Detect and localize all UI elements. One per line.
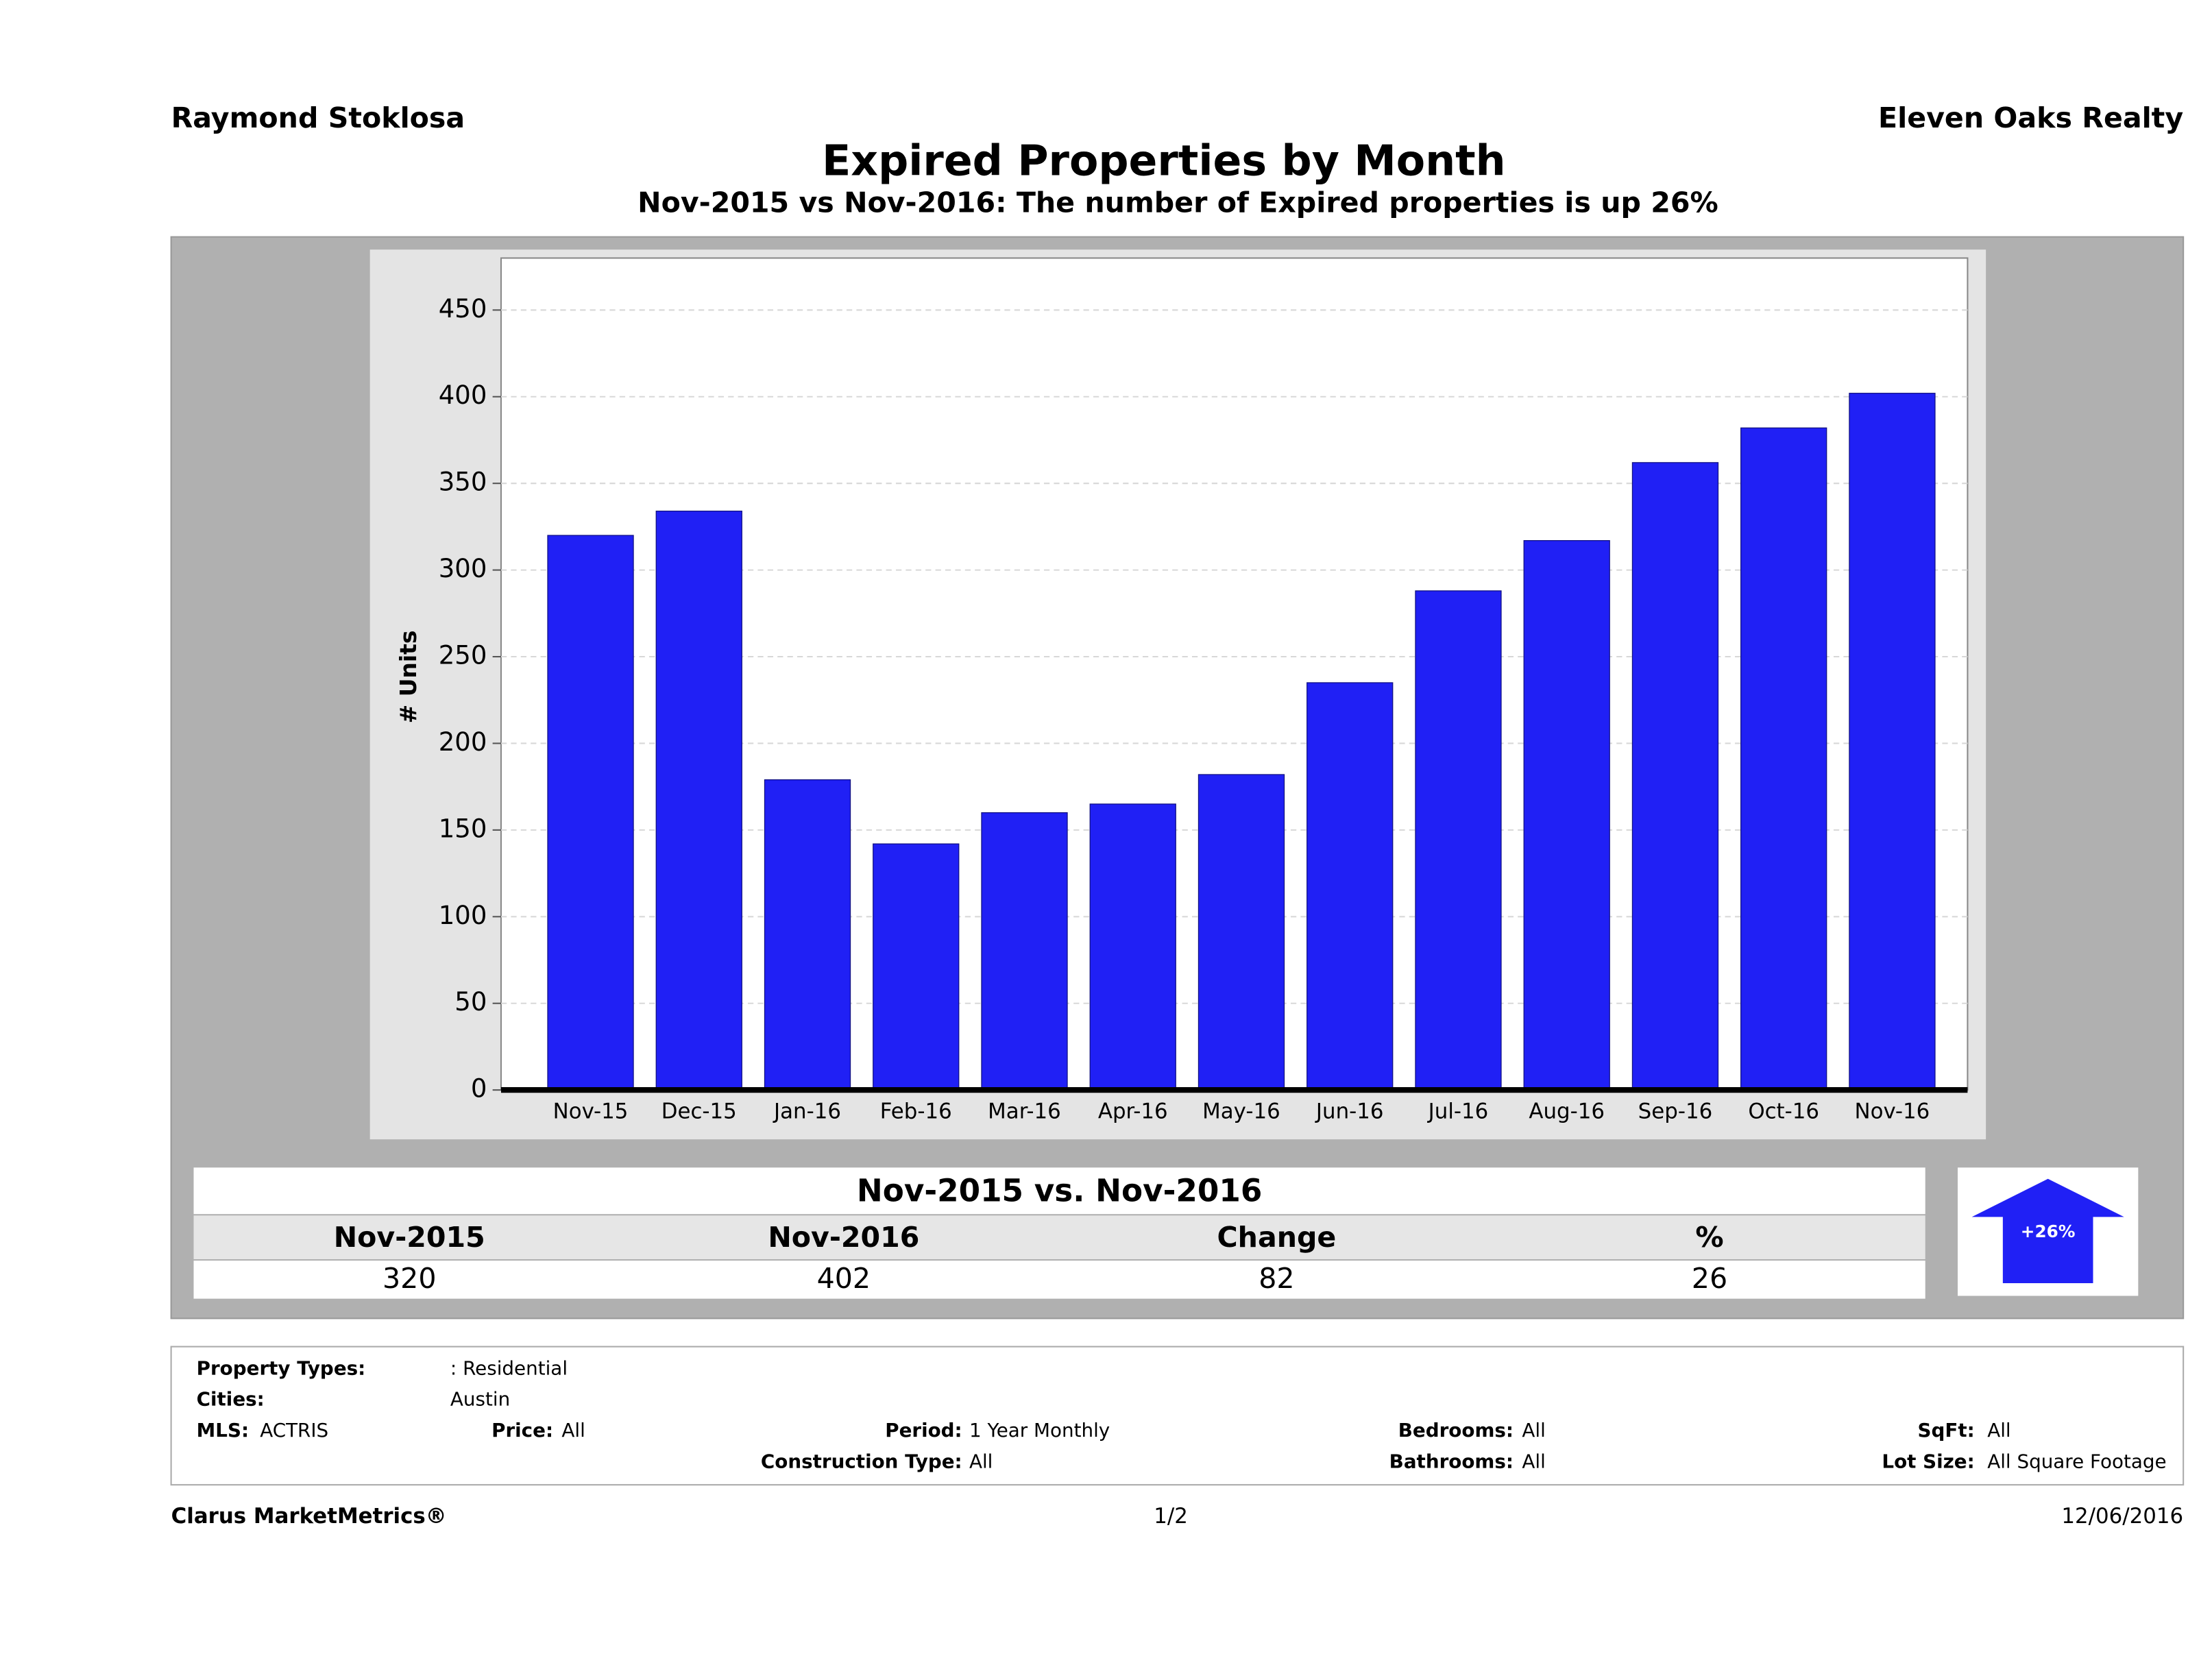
chart-subtitle: Nov-2015 vs Nov-2016: The number of Expi…: [637, 186, 1718, 219]
chart-title: Expired Properties by Month: [822, 136, 1505, 186]
bar: [655, 511, 742, 1091]
bar: [1631, 462, 1719, 1091]
summary-header: Nov-2015: [334, 1221, 485, 1254]
bar: [981, 812, 1068, 1091]
y-tick-label: 0: [471, 1074, 487, 1104]
summary-value: 402: [817, 1262, 871, 1295]
badge-label: +26%: [2021, 1221, 2076, 1241]
filter-label: Construction Type:: [761, 1450, 962, 1472]
y-tick-label: 150: [439, 814, 487, 843]
x-tick-label: May-16: [1202, 1099, 1280, 1124]
x-tick-label: Oct-16: [1748, 1099, 1819, 1124]
summary-value-row: [193, 1261, 1925, 1299]
x-tick-label: Jul-16: [1427, 1099, 1489, 1124]
filter-label: Period:: [885, 1419, 962, 1442]
filter-value: ACTRIS: [260, 1419, 328, 1442]
summary-header: %: [1695, 1221, 1723, 1254]
filter-value: All: [1522, 1419, 1545, 1442]
filter-label: Price:: [491, 1419, 553, 1442]
x-tick-label: Nov-15: [553, 1099, 629, 1124]
y-axis-label: # Units: [395, 631, 422, 724]
bar: [1849, 393, 1936, 1091]
x-tick-label: Nov-16: [1855, 1099, 1930, 1124]
filter-value: Austin: [450, 1388, 510, 1411]
summary-header: Nov-2016: [768, 1221, 919, 1254]
summary-value: 82: [1259, 1262, 1294, 1295]
filters: Property Types: : Residential Cities: Austi…: [197, 1357, 2167, 1472]
company-name: Eleven Oaks Realty: [1878, 101, 2183, 134]
summary-value: 320: [382, 1262, 437, 1295]
filters-box: [170, 1346, 2185, 1486]
bar: [547, 535, 634, 1091]
x-tick-label: Apr-16: [1098, 1099, 1168, 1124]
bar: [1089, 803, 1176, 1091]
summary-title: Nov-2015 vs. Nov-2016: [857, 1172, 1262, 1208]
x-tick-label: Mar-16: [988, 1099, 1061, 1124]
y-tick-label: 250: [439, 641, 487, 670]
x-tick-label: Dec-15: [661, 1099, 737, 1124]
filter-value: : Residential: [450, 1357, 568, 1379]
filter-label: Property Types:: [197, 1357, 366, 1379]
filter-label: Lot Size:: [1882, 1450, 1974, 1472]
up-arrow: [1971, 1178, 2124, 1283]
bar: [1523, 539, 1610, 1091]
x-tick-label: Aug-16: [1529, 1099, 1605, 1124]
filter-value: All: [1987, 1419, 2010, 1442]
summary-title-row: [193, 1167, 1925, 1215]
bar: [1198, 774, 1285, 1091]
bar: [1306, 682, 1394, 1091]
x-tick-label: Jan-16: [773, 1099, 841, 1124]
x-tick-label: Sep-16: [1638, 1099, 1713, 1124]
bar: [873, 843, 960, 1091]
summary-header: Change: [1217, 1221, 1337, 1254]
filter-label: Bedrooms:: [1398, 1419, 1514, 1442]
summary-value: 26: [1692, 1262, 1727, 1295]
filter-value: 1 Year Monthly: [969, 1419, 1110, 1442]
summary-table: Nov-2015 320 Nov-2016 402 Change 82% 26: [334, 1221, 1727, 1295]
summary-header-row: [193, 1215, 1925, 1260]
y-tick-label: 450: [439, 294, 487, 324]
filter-label: Cities:: [197, 1388, 265, 1411]
y-tick-label: 200: [439, 727, 487, 757]
y-tick-label: 50: [454, 987, 487, 1017]
filter-value: All: [969, 1450, 993, 1472]
plot: 0 50 100 150 200 250 300 350 400 450 Nov-15 Dec-15 J…: [439, 294, 1968, 1124]
agent-name: Raymond Stoklosa: [171, 101, 465, 134]
footer-page: 1/2: [1154, 1504, 1188, 1529]
filter-label: SqFt:: [1917, 1419, 1974, 1442]
footer-brand: Clarus MarketMetrics®: [171, 1504, 447, 1529]
bar: [1415, 590, 1502, 1091]
x-tick-label: Feb-16: [880, 1099, 952, 1124]
y-tick-label: 100: [439, 901, 487, 930]
bar: [764, 779, 851, 1091]
footer-date: 12/06/2016: [2061, 1504, 2183, 1529]
filter-value: All Square Footage: [1987, 1450, 2166, 1472]
filter-label: Bathrooms:: [1389, 1450, 1514, 1472]
y-tick-label: 350: [439, 467, 487, 497]
filter-value: All: [561, 1419, 585, 1442]
bar: [1740, 427, 1827, 1091]
filter-label: MLS:: [197, 1419, 249, 1442]
filter-value: All: [1522, 1450, 1545, 1472]
y-tick-label: 400: [439, 380, 487, 410]
x-tick-label: Jun-16: [1315, 1099, 1384, 1124]
y-tick-label: 300: [439, 554, 487, 583]
